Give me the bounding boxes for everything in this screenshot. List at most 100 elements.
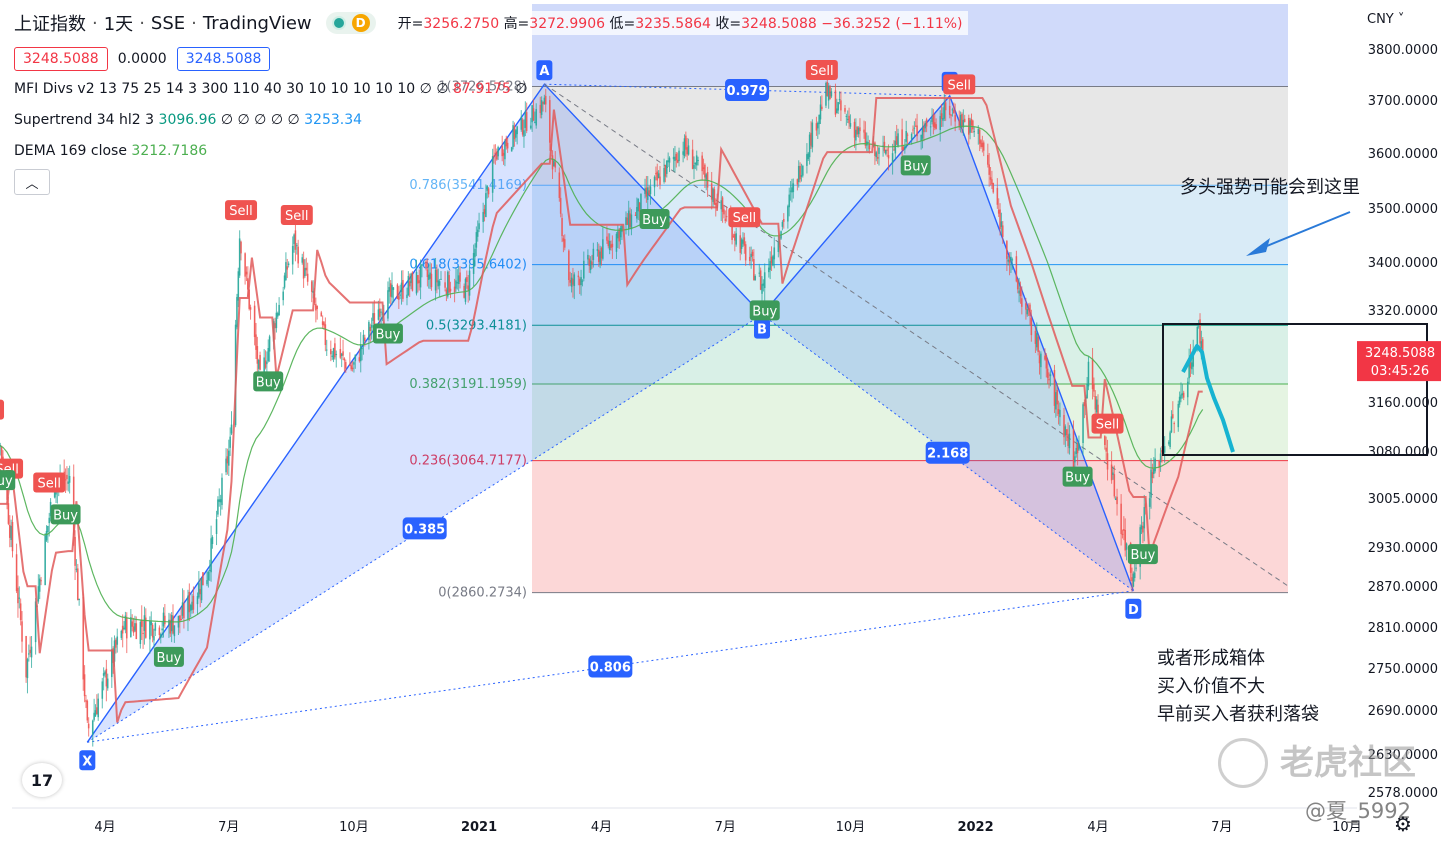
candle-body [821, 106, 823, 109]
candle-body [467, 285, 469, 291]
gear-icon[interactable]: ⚙ [1394, 812, 1412, 836]
candle-body [963, 118, 966, 122]
candle-body [106, 678, 109, 689]
candle-body [1154, 458, 1156, 472]
candle-body [248, 289, 250, 309]
candle-body [150, 621, 153, 626]
candle-body [989, 177, 992, 180]
buy-price-button[interactable]: 3248.5088 [176, 47, 271, 71]
candle-body [192, 595, 195, 610]
candle-body [761, 284, 763, 294]
candle-body [578, 278, 581, 286]
candle-body [1152, 469, 1155, 475]
candle-body [591, 261, 593, 265]
candle-body [247, 278, 249, 290]
time-tick-label: 7月 [715, 820, 736, 835]
candle-body [815, 123, 818, 131]
candle-body [437, 280, 440, 287]
candle-body [830, 91, 833, 97]
candle-body [320, 312, 323, 317]
time-tick-label: 7月 [1211, 820, 1232, 835]
price-tick-label: 3080.0000 [1368, 445, 1438, 460]
candle-body [1150, 469, 1152, 498]
candle-body [1125, 543, 1128, 550]
candle-body [278, 304, 280, 316]
currency-selector[interactable]: CNY ˅ [1367, 12, 1405, 27]
candle-body [674, 156, 676, 162]
pattern-point-label: A [539, 64, 549, 79]
candle-body [1078, 443, 1080, 450]
candle-body [1113, 474, 1116, 497]
candle-body [493, 155, 495, 158]
candle-body [1011, 259, 1014, 261]
candle-body [1143, 507, 1146, 529]
candle-body [638, 202, 641, 212]
candle-body [68, 476, 71, 483]
candle-body [875, 152, 878, 158]
tradingview-logo-icon[interactable]: 17 [22, 763, 62, 797]
candle-body [330, 349, 332, 355]
candle-body [997, 209, 1000, 214]
symbol-name[interactable]: 上证指数 [14, 14, 86, 35]
candle-body [512, 125, 514, 148]
price-tick-label: 2690.0000 [1368, 704, 1438, 719]
indicator-mfi-divs[interactable]: MFI Divs v2 13 75 25 14 3 300 110 40 30 … [14, 81, 528, 97]
candle-body [83, 674, 86, 697]
interval-label[interactable]: 1天 [103, 14, 134, 35]
buy-signal-label: Buy [376, 328, 401, 343]
candle-body [115, 639, 117, 648]
pattern-ratio-box [588, 655, 633, 678]
candle-body [468, 270, 471, 296]
candle-body [600, 247, 603, 259]
candle-body [1065, 429, 1068, 436]
indicator-dema[interactable]: DEMA 169 close 3212.7186 [14, 143, 208, 159]
candle-body [391, 284, 393, 298]
symbol-title-row[interactable]: 上证指数 · 1天 · SSE · TradingView D 开=3256.2… [14, 6, 969, 40]
candle-body [734, 234, 736, 241]
candle-body [561, 218, 563, 237]
buy-signal-box [253, 371, 284, 392]
candle-body [951, 109, 954, 111]
candle-body [621, 225, 623, 232]
candle-body [864, 132, 867, 146]
candle-body [506, 142, 509, 149]
projection-path [1181, 344, 1235, 453]
candle-body [259, 355, 261, 370]
market-status-pill[interactable]: D [325, 12, 376, 34]
candle-body [791, 187, 793, 193]
candle-body [21, 621, 23, 642]
candle-body [634, 214, 637, 216]
candle-body [287, 263, 290, 266]
candle-body [501, 145, 503, 157]
candle-body [1025, 303, 1027, 310]
candle-body [494, 152, 497, 154]
pattern-ratio-label: 0.385 [404, 522, 445, 537]
candle-body [67, 481, 70, 484]
sell-price-button[interactable]: 3248.5088 [14, 47, 108, 71]
buy-signal-label: Buy [157, 651, 182, 666]
candle-body [257, 360, 260, 369]
candle-body [502, 152, 505, 156]
candle-body [933, 122, 936, 128]
candle-body [143, 615, 146, 631]
candle-body [656, 171, 659, 181]
chevron-up-icon[interactable]: ︿ [14, 169, 50, 195]
candle-body [161, 628, 163, 631]
fib-level-label: 0.382(3191.1959) [409, 377, 527, 392]
candle-body [370, 324, 373, 328]
supertrend-line [0, 97, 1203, 723]
candle-body [523, 130, 525, 137]
candle-body [725, 216, 728, 218]
candle-body [921, 127, 924, 139]
sell-signal-label: Sell [733, 211, 756, 226]
candle-body [217, 499, 219, 515]
indicator-supertrend[interactable]: Supertrend 34 hl2 3 3096.96 ∅ ∅ ∅ ∅ ∅ 32… [14, 112, 363, 128]
candle-body [485, 193, 487, 218]
candle-body [929, 126, 932, 128]
candle-body [959, 114, 962, 128]
candle-body [1170, 416, 1173, 433]
candle-body [539, 104, 542, 114]
candle-body [440, 278, 442, 280]
candle-body [189, 605, 192, 611]
candle-body [406, 294, 408, 299]
